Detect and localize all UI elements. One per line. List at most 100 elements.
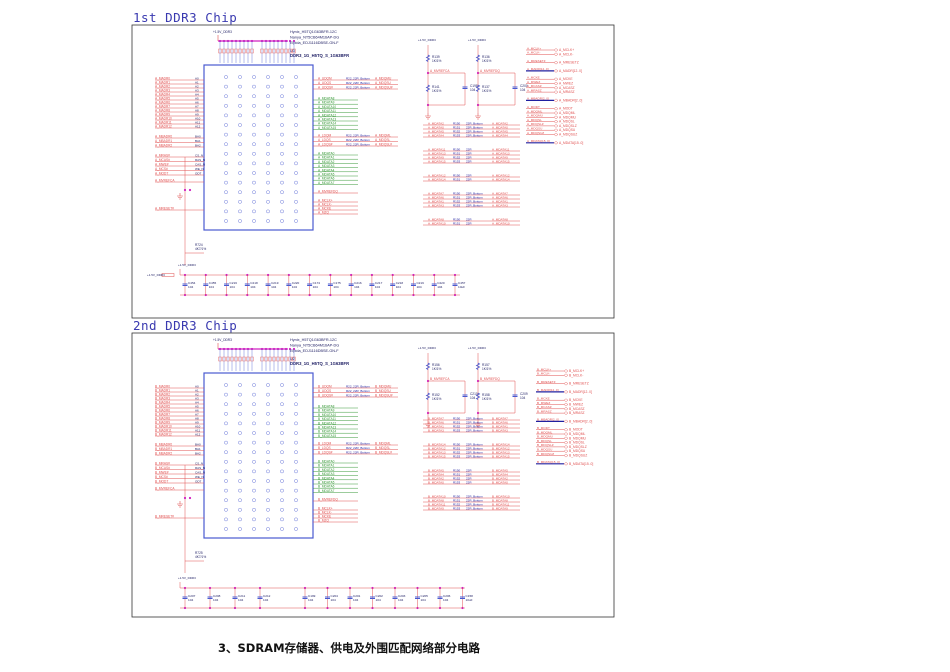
net-label-dq-lower: A_MDATA7 xyxy=(318,181,335,185)
port-connector-icon xyxy=(563,432,569,436)
port-label: A_MRASZ xyxy=(559,90,575,94)
decoupling-cap xyxy=(280,48,284,54)
port-net-label: A_MCASZ xyxy=(527,84,542,88)
net-label-dqs-upper: B_UDQM xyxy=(318,385,332,389)
cap-value: 104 xyxy=(398,598,403,602)
ball-pad xyxy=(238,411,242,416)
port-connector-icon xyxy=(563,436,569,441)
ball-pad xyxy=(294,383,298,387)
net-label-dq-upper: A_MDATA14 xyxy=(318,122,336,126)
net-label-address: A_MADR1 xyxy=(155,81,170,85)
ball-pad xyxy=(238,142,242,146)
panel-1-title: 1st DDR3 Chip xyxy=(133,10,238,25)
series-net-in: A_MDATA6 xyxy=(428,196,444,200)
net-label-address: A_MADR4 xyxy=(155,93,170,97)
series-net-out: A_MDATA14 xyxy=(492,178,510,182)
ball-pad xyxy=(224,498,228,503)
port-net-label: A_MBADR[2..0] xyxy=(527,97,549,101)
ball-pad xyxy=(252,469,256,474)
pin-label: BA2 xyxy=(195,144,201,148)
ball-pad xyxy=(252,479,256,483)
ball-pad xyxy=(252,527,256,531)
port-connector-icon xyxy=(563,445,569,449)
net-label-address: B_MADR8 xyxy=(155,417,170,421)
series-resistor-label: 22R_Bottom xyxy=(466,507,483,511)
port-connector-icon xyxy=(553,81,559,86)
port-connector-icon xyxy=(553,69,559,73)
port-label: A_MCASZ xyxy=(559,86,575,90)
series-net-out: A_MDATA1 xyxy=(492,200,508,204)
ball-pad xyxy=(238,527,242,531)
ball-pad xyxy=(252,209,256,214)
port-net-label: B_MDQSL xyxy=(537,439,552,443)
net-label-dq-upper: B_MDATA14 xyxy=(318,430,336,434)
series-net-out: B_MDATA3 xyxy=(492,429,508,433)
ball-pad xyxy=(266,142,270,146)
net-label-dq-lower: B_MDATA4 xyxy=(318,476,335,480)
net-label-reset: A_MRESET# xyxy=(155,207,174,211)
ball-pad xyxy=(238,479,242,483)
ball-pad xyxy=(238,151,242,156)
port-net-label: A_MDQML xyxy=(527,109,543,113)
pin-label: A8 xyxy=(195,417,199,421)
port-label: B_MODT xyxy=(569,428,583,432)
port-net-label: B_MCLK- xyxy=(537,372,550,376)
ball-pad xyxy=(238,431,242,435)
reset-resistor-value: 4K7/1% xyxy=(195,247,206,251)
ball-pad xyxy=(224,171,228,175)
port-label: A_MCLK- xyxy=(559,52,573,56)
panel-2-title: 2nd DDR3 Chip xyxy=(133,318,238,333)
damping-resistor-label: R22_22R_Bottom xyxy=(346,451,370,455)
ball-pad xyxy=(252,440,256,445)
ball-pad xyxy=(294,411,298,416)
series-net-out: A_MDATA9 xyxy=(492,156,508,160)
pin-label: A6 xyxy=(195,409,199,413)
ball-pad xyxy=(238,94,242,98)
ball-pad xyxy=(238,219,242,223)
port-net-label: A_MDQSU xyxy=(527,127,542,131)
ball-pad xyxy=(252,421,256,426)
ball-pad xyxy=(252,383,256,387)
ball-pad xyxy=(252,488,256,493)
series-resistor-label: 22R xyxy=(466,174,472,178)
ball-pad xyxy=(238,498,242,503)
ball-pad xyxy=(224,84,228,89)
series-resistor-ref: R153 xyxy=(453,204,461,208)
cap-value: 104 xyxy=(188,598,193,602)
net-label-address: A_MADR10 xyxy=(155,117,172,121)
damping-resistor-label: R22_22R_Bottom xyxy=(346,138,370,142)
port-connector-icon xyxy=(563,398,569,402)
ball-pad xyxy=(238,190,242,194)
ball-pad xyxy=(280,132,284,137)
divider-ref: R137 xyxy=(482,85,490,89)
port-net-label: A_MDATA[15..0] xyxy=(527,139,550,143)
decoupling-cap xyxy=(250,356,254,362)
series-resistor-label: 22R_Bottom xyxy=(466,447,483,451)
ball-pad xyxy=(294,440,298,445)
pin-label: CS_N xyxy=(195,462,203,466)
ball-pad xyxy=(252,94,256,98)
port-label: B_MDQSU xyxy=(569,449,586,453)
damping-resistor-label: R22_22R_Bottom xyxy=(346,77,370,81)
divider-cap-value: 104 xyxy=(470,88,476,92)
ball-pad xyxy=(224,104,228,108)
reset-resistor-ref: R724 xyxy=(195,243,203,247)
series-net-out: B_MDATA1 xyxy=(492,425,508,429)
net-label-dq-upper: B_MDATA11 xyxy=(318,417,336,421)
ball-pad xyxy=(238,180,242,185)
series-net-in: B_MDATA14 xyxy=(428,443,446,447)
net-label-dqs-lower: A_LDQS xyxy=(318,138,331,142)
ball-pad xyxy=(294,151,298,156)
ball-pad xyxy=(252,190,256,194)
divider-resistor-bottom xyxy=(475,392,481,400)
cap-value: 104 xyxy=(443,598,448,602)
cap-rail-power: +1.5V_DDR3 xyxy=(178,576,196,580)
net-label-address: B_MADR3 xyxy=(155,397,170,401)
pin-label: CAS_N xyxy=(195,471,205,475)
net-label-clock: B_MCLK+ xyxy=(318,507,333,511)
cap-value: 104 xyxy=(313,285,318,289)
ball-pad xyxy=(280,527,284,531)
net-label-dq-upper: B_MDATA8 xyxy=(318,405,335,409)
decoupling-cap xyxy=(280,356,284,362)
ball-pad xyxy=(280,142,284,146)
